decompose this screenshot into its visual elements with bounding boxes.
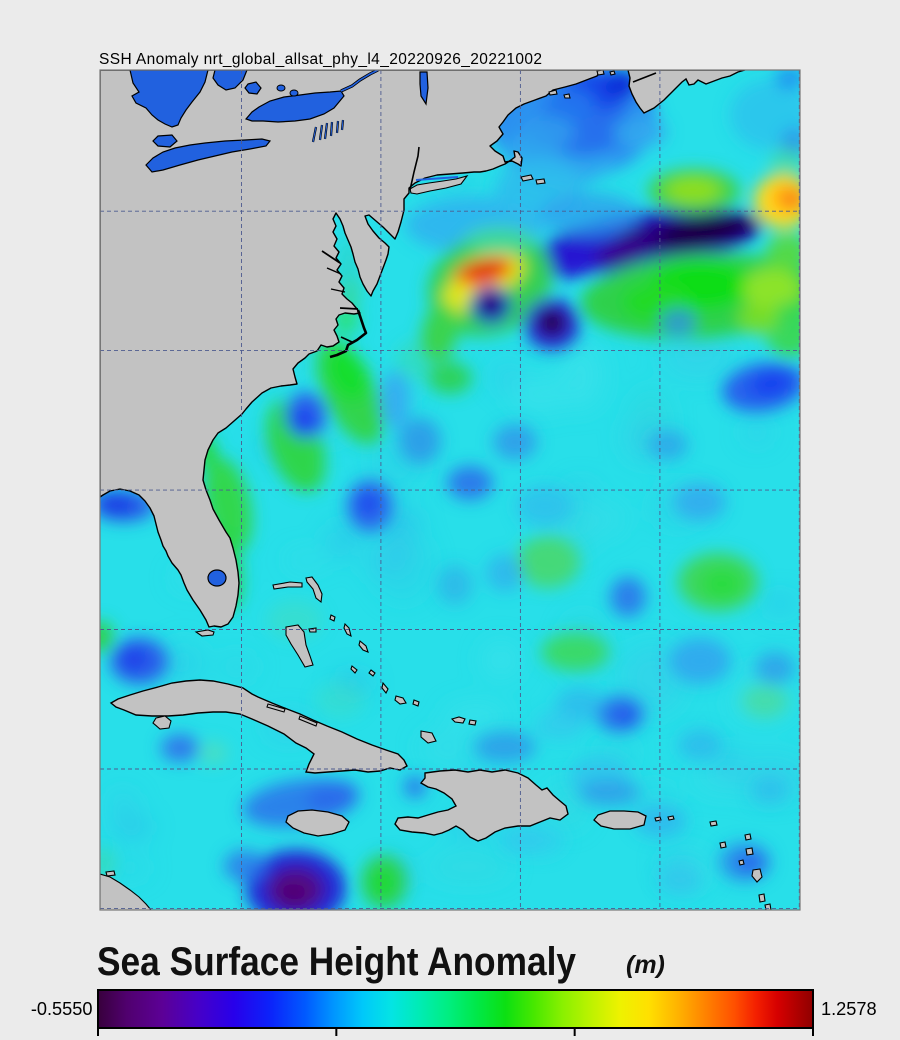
svg-text:-0.5550: -0.5550 [31, 999, 93, 1019]
svg-text:1.2578: 1.2578 [821, 999, 877, 1019]
svg-text:Sea Surface Height Anomaly: Sea Surface Height Anomaly [97, 940, 577, 984]
svg-text:SSH Anomaly nrt_global_allsat_: SSH Anomaly nrt_global_allsat_phy_l4_202… [99, 51, 542, 68]
svg-text:(m): (m) [626, 951, 665, 979]
